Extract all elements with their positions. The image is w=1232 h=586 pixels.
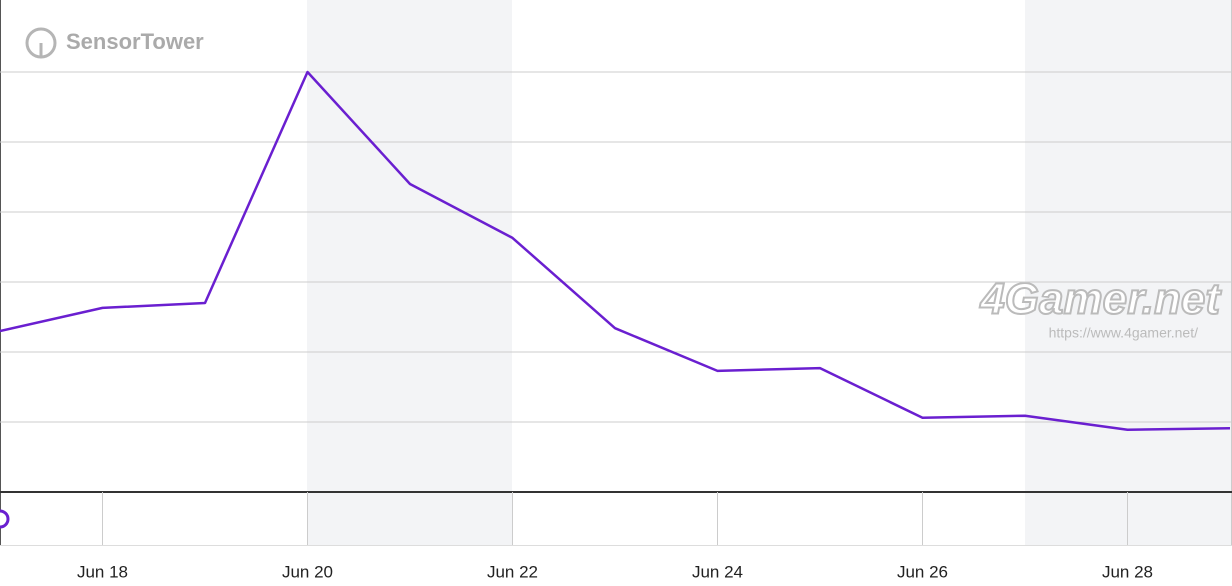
x-tick-label: Jun 22	[487, 562, 538, 581]
weekend-band	[307, 0, 512, 546]
brand-logo: SensorTower	[66, 29, 204, 54]
navigator-handle	[0, 509, 10, 529]
x-tick-label: Jun 24	[692, 562, 743, 581]
x-tick-label: Jun 18	[77, 562, 128, 581]
x-tick-label: Jun 26	[897, 562, 948, 581]
x-tick-label: Jun 28	[1102, 562, 1153, 581]
watermark-url: https://www.4gamer.net/	[1049, 325, 1199, 341]
x-tick-label: Jun 20	[282, 562, 333, 581]
logo-icon	[25, 27, 57, 59]
weekend-band	[1025, 0, 1232, 546]
data-line	[0, 70, 1231, 431]
